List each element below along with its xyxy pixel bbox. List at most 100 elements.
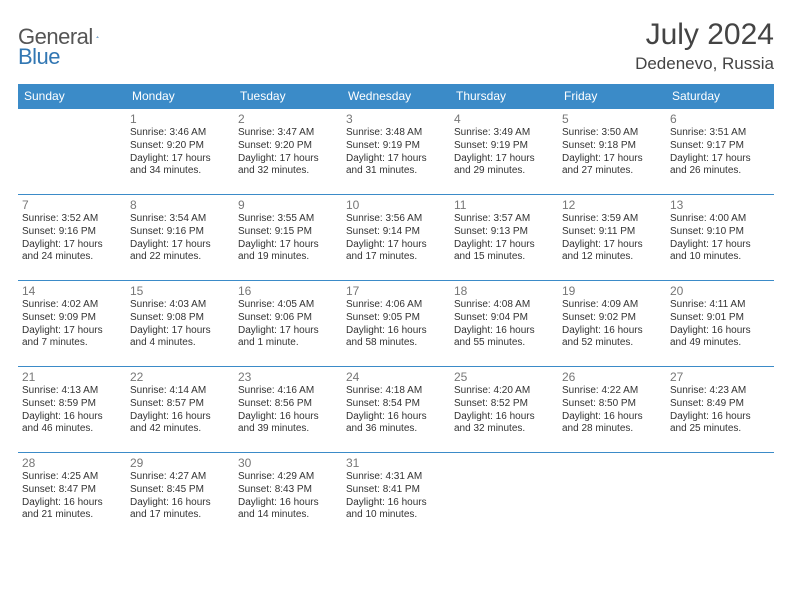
daylight-line: Daylight: 17 hours [238, 325, 338, 338]
day-number: 10 [346, 198, 446, 212]
sunrise-line: Sunrise: 4:31 AM [346, 471, 446, 484]
sunrise-line: Sunrise: 3:48 AM [346, 127, 446, 140]
calendar-cell: 10Sunrise: 3:56 AMSunset: 9:14 PMDayligh… [342, 195, 450, 281]
title-block: July 2024 Dedenevo, Russia [635, 18, 774, 74]
daylight-line: Daylight: 16 hours [562, 411, 662, 424]
sunrise-line: Sunrise: 4:08 AM [454, 299, 554, 312]
sunset-line: Sunset: 9:11 PM [562, 226, 662, 239]
sunrise-line: Sunrise: 4:27 AM [130, 471, 230, 484]
day-number: 3 [346, 112, 446, 126]
day-number: 7 [22, 198, 122, 212]
calendar-cell: 4Sunrise: 3:49 AMSunset: 9:19 PMDaylight… [450, 109, 558, 195]
day-number: 16 [238, 284, 338, 298]
daylight-line: and 39 minutes. [238, 423, 338, 436]
sunrise-line: Sunrise: 4:00 AM [670, 213, 770, 226]
sunrise-line: Sunrise: 3:49 AM [454, 127, 554, 140]
sunset-line: Sunset: 9:06 PM [238, 312, 338, 325]
sunset-line: Sunset: 9:17 PM [670, 140, 770, 153]
daylight-line: and 7 minutes. [22, 337, 122, 350]
weekday-header: Tuesday [234, 84, 342, 109]
sunrise-line: Sunrise: 4:14 AM [130, 385, 230, 398]
sunrise-line: Sunrise: 3:52 AM [22, 213, 122, 226]
daylight-line: Daylight: 16 hours [22, 411, 122, 424]
sunrise-line: Sunrise: 3:57 AM [454, 213, 554, 226]
daylight-line: and 36 minutes. [346, 423, 446, 436]
daylight-line: Daylight: 17 hours [562, 239, 662, 252]
weekday-header: Saturday [666, 84, 774, 109]
sunset-line: Sunset: 8:57 PM [130, 398, 230, 411]
daylight-line: Daylight: 16 hours [22, 497, 122, 510]
day-number: 1 [130, 112, 230, 126]
calendar-cell: 18Sunrise: 4:08 AMSunset: 9:04 PMDayligh… [450, 281, 558, 367]
calendar-cell: 26Sunrise: 4:22 AMSunset: 8:50 PMDayligh… [558, 367, 666, 453]
day-number: 24 [346, 370, 446, 384]
calendar-cell: 31Sunrise: 4:31 AMSunset: 8:41 PMDayligh… [342, 453, 450, 539]
calendar-cell: 12Sunrise: 3:59 AMSunset: 9:11 PMDayligh… [558, 195, 666, 281]
day-number: 19 [562, 284, 662, 298]
day-number: 13 [670, 198, 770, 212]
day-number: 23 [238, 370, 338, 384]
daylight-line: and 10 minutes. [670, 251, 770, 264]
daylight-line: and 32 minutes. [454, 423, 554, 436]
day-number: 11 [454, 198, 554, 212]
daylight-line: and 19 minutes. [238, 251, 338, 264]
calendar-cell: 30Sunrise: 4:29 AMSunset: 8:43 PMDayligh… [234, 453, 342, 539]
daylight-line: Daylight: 16 hours [454, 325, 554, 338]
daylight-line: Daylight: 17 hours [346, 239, 446, 252]
calendar-cell: 28Sunrise: 4:25 AMSunset: 8:47 PMDayligh… [18, 453, 126, 539]
sunrise-line: Sunrise: 4:25 AM [22, 471, 122, 484]
daylight-line: Daylight: 17 hours [22, 239, 122, 252]
day-number: 22 [130, 370, 230, 384]
daylight-line: and 26 minutes. [670, 165, 770, 178]
sunrise-line: Sunrise: 4:20 AM [454, 385, 554, 398]
sunset-line: Sunset: 8:41 PM [346, 484, 446, 497]
sunset-line: Sunset: 9:05 PM [346, 312, 446, 325]
daylight-line: and 32 minutes. [238, 165, 338, 178]
sunrise-line: Sunrise: 4:13 AM [22, 385, 122, 398]
daylight-line: and 55 minutes. [454, 337, 554, 350]
daylight-line: and 14 minutes. [238, 509, 338, 522]
calendar-cell: 23Sunrise: 4:16 AMSunset: 8:56 PMDayligh… [234, 367, 342, 453]
day-number: 5 [562, 112, 662, 126]
calendar-table: Sunday Monday Tuesday Wednesday Thursday… [18, 84, 774, 539]
calendar-cell: 19Sunrise: 4:09 AMSunset: 9:02 PMDayligh… [558, 281, 666, 367]
day-number: 21 [22, 370, 122, 384]
weekday-header: Friday [558, 84, 666, 109]
sunrise-line: Sunrise: 3:59 AM [562, 213, 662, 226]
day-number: 14 [22, 284, 122, 298]
header: General July 2024 Dedenevo, Russia [18, 18, 774, 74]
sunrise-line: Sunrise: 4:22 AM [562, 385, 662, 398]
sunset-line: Sunset: 9:10 PM [670, 226, 770, 239]
sunrise-line: Sunrise: 3:56 AM [346, 213, 446, 226]
daylight-line: Daylight: 17 hours [130, 239, 230, 252]
sunrise-line: Sunrise: 4:06 AM [346, 299, 446, 312]
sunrise-line: Sunrise: 3:46 AM [130, 127, 230, 140]
day-number: 12 [562, 198, 662, 212]
sunrise-line: Sunrise: 3:47 AM [238, 127, 338, 140]
calendar-cell: 6Sunrise: 3:51 AMSunset: 9:17 PMDaylight… [666, 109, 774, 195]
calendar-cell: 14Sunrise: 4:02 AMSunset: 9:09 PMDayligh… [18, 281, 126, 367]
calendar-cell: 5Sunrise: 3:50 AMSunset: 9:18 PMDaylight… [558, 109, 666, 195]
calendar-cell [450, 453, 558, 539]
calendar-cell: 21Sunrise: 4:13 AMSunset: 8:59 PMDayligh… [18, 367, 126, 453]
calendar-cell: 9Sunrise: 3:55 AMSunset: 9:15 PMDaylight… [234, 195, 342, 281]
sunset-line: Sunset: 8:54 PM [346, 398, 446, 411]
calendar-body: 1Sunrise: 3:46 AMSunset: 9:20 PMDaylight… [18, 109, 774, 539]
sunrise-line: Sunrise: 4:05 AM [238, 299, 338, 312]
daylight-line: and 34 minutes. [130, 165, 230, 178]
sunset-line: Sunset: 9:18 PM [562, 140, 662, 153]
daylight-line: and 4 minutes. [130, 337, 230, 350]
daylight-line: and 28 minutes. [562, 423, 662, 436]
sunrise-line: Sunrise: 4:11 AM [670, 299, 770, 312]
sunrise-line: Sunrise: 3:54 AM [130, 213, 230, 226]
day-number: 25 [454, 370, 554, 384]
sunset-line: Sunset: 9:08 PM [130, 312, 230, 325]
daylight-line: Daylight: 17 hours [670, 153, 770, 166]
sunrise-line: Sunrise: 3:55 AM [238, 213, 338, 226]
daylight-line: and 27 minutes. [562, 165, 662, 178]
calendar-cell: 27Sunrise: 4:23 AMSunset: 8:49 PMDayligh… [666, 367, 774, 453]
day-number: 4 [454, 112, 554, 126]
sunset-line: Sunset: 9:13 PM [454, 226, 554, 239]
daylight-line: Daylight: 16 hours [238, 497, 338, 510]
daylight-line: Daylight: 17 hours [346, 153, 446, 166]
